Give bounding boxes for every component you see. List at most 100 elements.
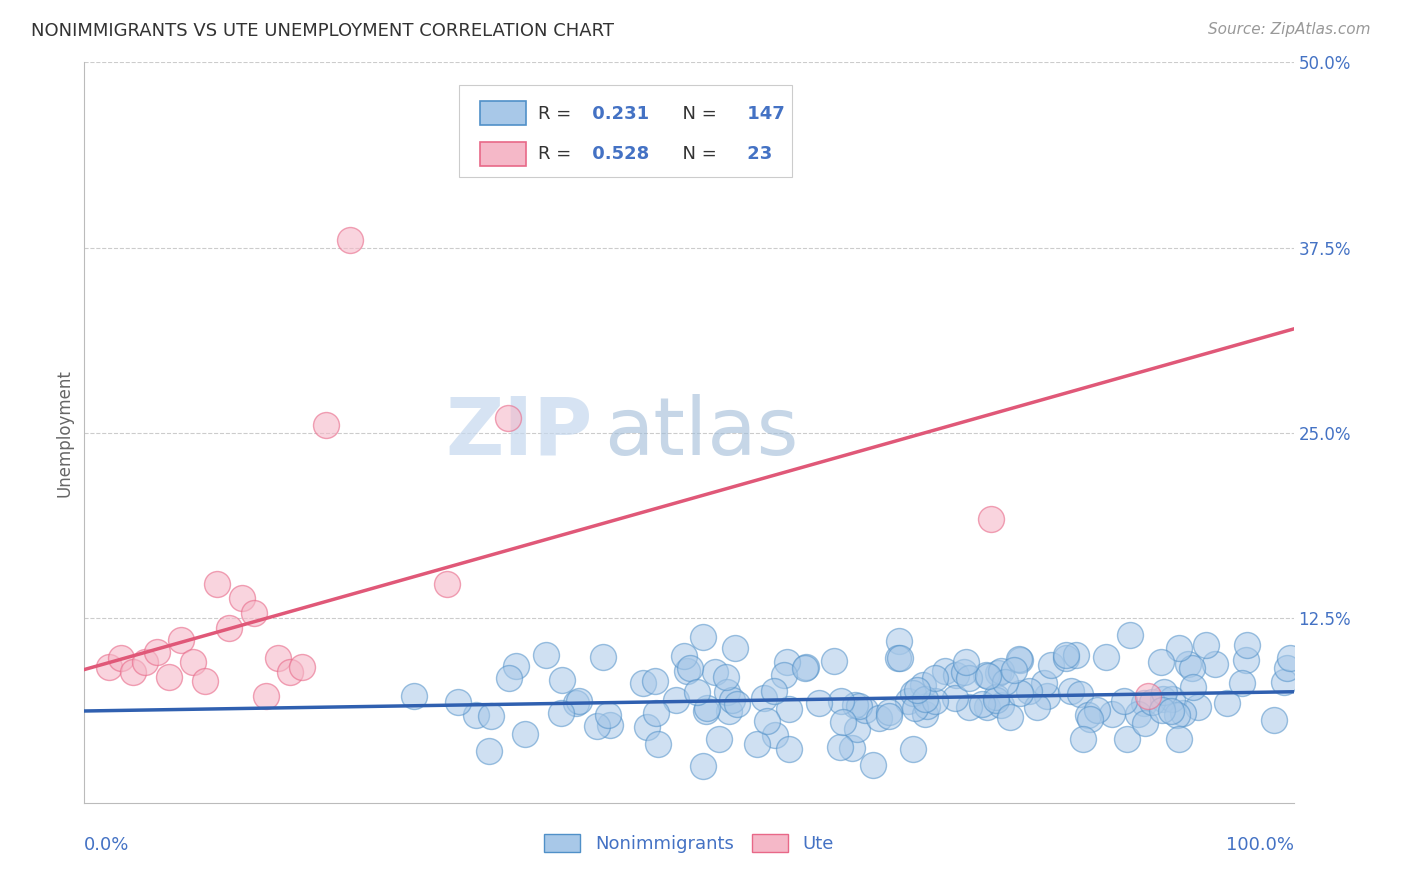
Text: 23: 23 bbox=[741, 145, 772, 163]
Point bbox=[794, 661, 817, 675]
Point bbox=[1036, 689, 1059, 703]
Point bbox=[934, 664, 956, 678]
Point bbox=[550, 706, 572, 721]
Point bbox=[915, 698, 938, 713]
Point bbox=[447, 695, 470, 709]
FancyBboxPatch shape bbox=[460, 85, 792, 178]
Point bbox=[1025, 700, 1047, 714]
Point bbox=[957, 700, 980, 714]
Point bbox=[194, 674, 217, 689]
Point bbox=[1177, 657, 1199, 672]
Point bbox=[97, 659, 120, 673]
Point bbox=[1194, 638, 1216, 652]
Point bbox=[974, 667, 997, 681]
Point bbox=[464, 707, 486, 722]
Point bbox=[903, 701, 925, 715]
Point bbox=[778, 742, 800, 756]
Point bbox=[990, 664, 1012, 678]
Text: atlas: atlas bbox=[605, 393, 799, 472]
Point bbox=[1132, 696, 1154, 710]
Point bbox=[339, 233, 361, 247]
FancyBboxPatch shape bbox=[479, 142, 526, 166]
Point bbox=[1168, 641, 1191, 656]
Point bbox=[170, 632, 193, 647]
Point bbox=[631, 675, 654, 690]
Point bbox=[756, 714, 779, 729]
Point bbox=[181, 655, 204, 669]
Point bbox=[1078, 712, 1101, 726]
Point bbox=[901, 686, 924, 700]
Point bbox=[998, 709, 1021, 723]
Text: N =: N = bbox=[671, 104, 723, 122]
Point bbox=[1204, 657, 1226, 672]
Point bbox=[692, 759, 714, 773]
Point bbox=[720, 692, 742, 706]
Point bbox=[1160, 704, 1182, 718]
Point bbox=[1142, 695, 1164, 709]
Point bbox=[1119, 628, 1142, 642]
Point bbox=[773, 667, 796, 681]
Point bbox=[550, 673, 572, 687]
Point bbox=[823, 654, 845, 668]
Point bbox=[1010, 652, 1032, 666]
Point bbox=[980, 511, 1002, 525]
Point bbox=[987, 665, 1010, 680]
Point bbox=[905, 683, 928, 698]
Point bbox=[725, 697, 748, 711]
Point bbox=[724, 641, 747, 656]
Point bbox=[762, 683, 785, 698]
Point bbox=[970, 697, 993, 711]
Text: 147: 147 bbox=[741, 104, 785, 122]
Point bbox=[636, 720, 658, 734]
Point bbox=[1232, 676, 1254, 690]
Point bbox=[565, 696, 588, 710]
Point bbox=[1116, 731, 1139, 746]
Point bbox=[752, 690, 775, 705]
Point bbox=[534, 648, 557, 662]
Point bbox=[146, 645, 169, 659]
Point bbox=[1002, 663, 1025, 677]
Point bbox=[291, 659, 314, 673]
Point bbox=[598, 708, 620, 723]
Point bbox=[877, 709, 900, 723]
Point bbox=[121, 665, 143, 680]
Point bbox=[1039, 658, 1062, 673]
Point bbox=[1135, 715, 1157, 730]
Point bbox=[1010, 686, 1032, 700]
Point bbox=[976, 700, 998, 714]
Y-axis label: Unemployment: Unemployment bbox=[55, 368, 73, 497]
Point bbox=[1114, 694, 1136, 708]
Point bbox=[1152, 703, 1174, 717]
Point bbox=[218, 621, 240, 635]
Point bbox=[901, 742, 924, 756]
Point bbox=[1126, 707, 1149, 722]
Point bbox=[853, 703, 876, 717]
Point bbox=[957, 671, 980, 685]
Point bbox=[1160, 692, 1182, 706]
Point bbox=[1033, 676, 1056, 690]
Point bbox=[1071, 731, 1094, 746]
Point bbox=[889, 651, 911, 665]
Point bbox=[709, 731, 731, 746]
Point bbox=[134, 655, 156, 669]
Point bbox=[1236, 638, 1258, 652]
Point bbox=[943, 691, 966, 706]
Point bbox=[914, 707, 936, 722]
Point bbox=[844, 698, 866, 712]
Point bbox=[1018, 684, 1040, 698]
Point bbox=[841, 740, 863, 755]
Point bbox=[704, 665, 727, 680]
Point bbox=[1095, 649, 1118, 664]
Point bbox=[862, 758, 884, 772]
Point bbox=[955, 655, 977, 669]
Point bbox=[479, 708, 502, 723]
Point bbox=[763, 728, 786, 742]
Point bbox=[679, 661, 702, 675]
Point bbox=[945, 667, 967, 681]
Point bbox=[776, 655, 799, 669]
Point bbox=[478, 743, 501, 757]
Point bbox=[498, 671, 520, 685]
Point bbox=[1008, 652, 1031, 666]
Point bbox=[1150, 655, 1173, 669]
Point bbox=[832, 714, 855, 729]
